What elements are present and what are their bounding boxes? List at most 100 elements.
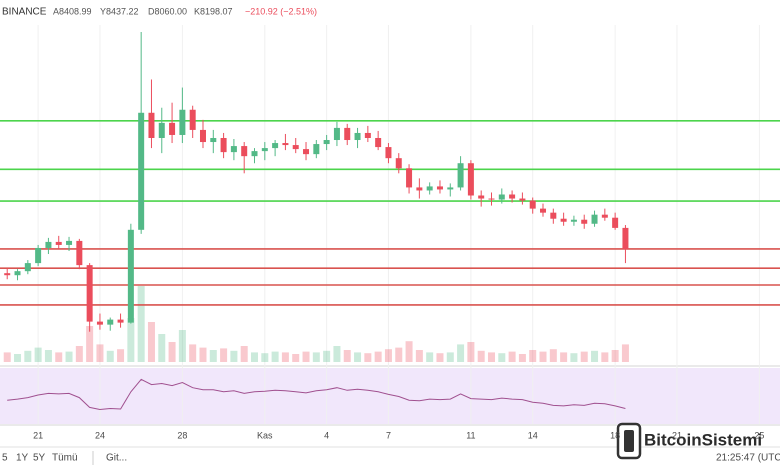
candle-body: [35, 247, 42, 264]
volume-bar: [65, 351, 73, 362]
x-tick-label: 21: [33, 430, 43, 440]
volume-bar: [251, 352, 259, 362]
volume-bar: [230, 350, 238, 362]
x-tick-label: 18: [610, 430, 620, 440]
volume-bar: [415, 350, 423, 362]
candle-body: [158, 122, 165, 138]
candle-body: [581, 219, 588, 224]
candle-body: [303, 149, 310, 155]
ohlc-value: D8060.00: [148, 6, 187, 16]
volume-bar: [55, 352, 63, 362]
candle-body: [210, 137, 217, 143]
volume-bar: [374, 351, 382, 362]
ohlc-value: Y8437.22: [100, 6, 139, 16]
volume-bar: [96, 344, 104, 362]
x-tick-label: 14: [528, 430, 538, 440]
candle-body: [220, 137, 227, 153]
volume-bar: [323, 350, 331, 362]
candle-body: [622, 227, 629, 250]
candle-body: [426, 186, 433, 191]
candle-body: [189, 109, 196, 130]
candle-body: [560, 218, 567, 222]
candle-body: [86, 265, 93, 322]
volume-bar: [539, 351, 547, 362]
volume-bar: [580, 351, 588, 362]
candle-body: [344, 127, 351, 141]
volume-bar: [508, 351, 516, 362]
candle-body: [313, 144, 320, 155]
watermark: BitcoinSistemi: [644, 430, 762, 449]
volume-bar: [127, 318, 135, 362]
volume-bar: [106, 350, 114, 362]
candle-body: [570, 219, 577, 222]
volume-bar: [364, 353, 372, 362]
candle-body: [179, 109, 186, 135]
x-tick-label: 21: [672, 430, 682, 440]
toolbar-item[interactable]: 5: [2, 453, 8, 464]
exchange: BINANCE: [2, 7, 47, 18]
volume-bar: [601, 352, 609, 362]
volume-bar: [178, 330, 186, 362]
candle-body: [251, 151, 258, 157]
candle-body: [395, 158, 402, 169]
candle-body: [333, 127, 340, 141]
rsi-pane: [0, 368, 780, 424]
toolbar-item[interactable]: Git...: [106, 453, 127, 464]
volume-bar: [570, 353, 578, 362]
ohlc-value: −210.92 (−2.51%): [245, 6, 317, 16]
volume-bar: [333, 346, 341, 362]
volume-bar: [395, 347, 403, 362]
candle-body: [148, 112, 155, 138]
candle-body: [76, 240, 83, 266]
candle-body: [478, 195, 485, 199]
x-tick-label: Kas: [257, 430, 273, 440]
volume-bar: [343, 350, 351, 362]
rsi-line: [7, 378, 626, 411]
volume-bar: [14, 354, 22, 362]
candle-body: [447, 187, 454, 190]
toolbar-item[interactable]: 1Y: [16, 453, 29, 464]
volume-bar: [158, 334, 166, 362]
volume-bar: [446, 352, 454, 362]
candle-body: [4, 273, 11, 276]
volume-bar: [147, 322, 155, 362]
clock: 21:25:47 (UTC): [716, 453, 780, 464]
candle-body: [55, 241, 62, 245]
volume-bar: [86, 326, 94, 362]
candle-body: [540, 208, 547, 213]
x-tick-label: 24: [95, 430, 105, 440]
ohlc-value: K8198.07: [194, 6, 233, 16]
x-tick-label: 4: [324, 430, 329, 440]
candle-body: [436, 186, 443, 190]
volume-bar: [611, 350, 619, 362]
volume-bar: [487, 352, 495, 362]
candle-body: [354, 132, 361, 141]
candle-body: [375, 137, 382, 148]
volume-bar: [281, 352, 289, 362]
candle-body: [169, 122, 176, 135]
candle-body: [498, 194, 505, 200]
volume-bar: [117, 349, 125, 362]
x-tick-label: 28: [177, 430, 187, 440]
volume-bar: [457, 344, 465, 362]
candle-body: [230, 146, 237, 153]
candle-body: [416, 187, 423, 191]
volume-bar: [261, 353, 269, 362]
toolbar-item[interactable]: Tümü: [52, 453, 78, 464]
volume-bar: [384, 349, 392, 362]
x-tick-label: 7: [386, 430, 391, 440]
volume-bar: [529, 350, 537, 362]
candle-body: [96, 321, 103, 325]
volume-bar: [34, 347, 42, 362]
candle-body: [199, 129, 206, 143]
candle-body: [612, 217, 619, 228]
volume-bar: [220, 348, 228, 362]
volume-bar: [209, 350, 217, 362]
x-tick-label: 11: [466, 430, 475, 440]
volume-bar: [477, 350, 485, 362]
candle-body: [117, 319, 124, 323]
toolbar-item[interactable]: 5Y: [33, 453, 46, 464]
volume-bar: [44, 350, 52, 362]
volume-bar: [75, 346, 83, 362]
